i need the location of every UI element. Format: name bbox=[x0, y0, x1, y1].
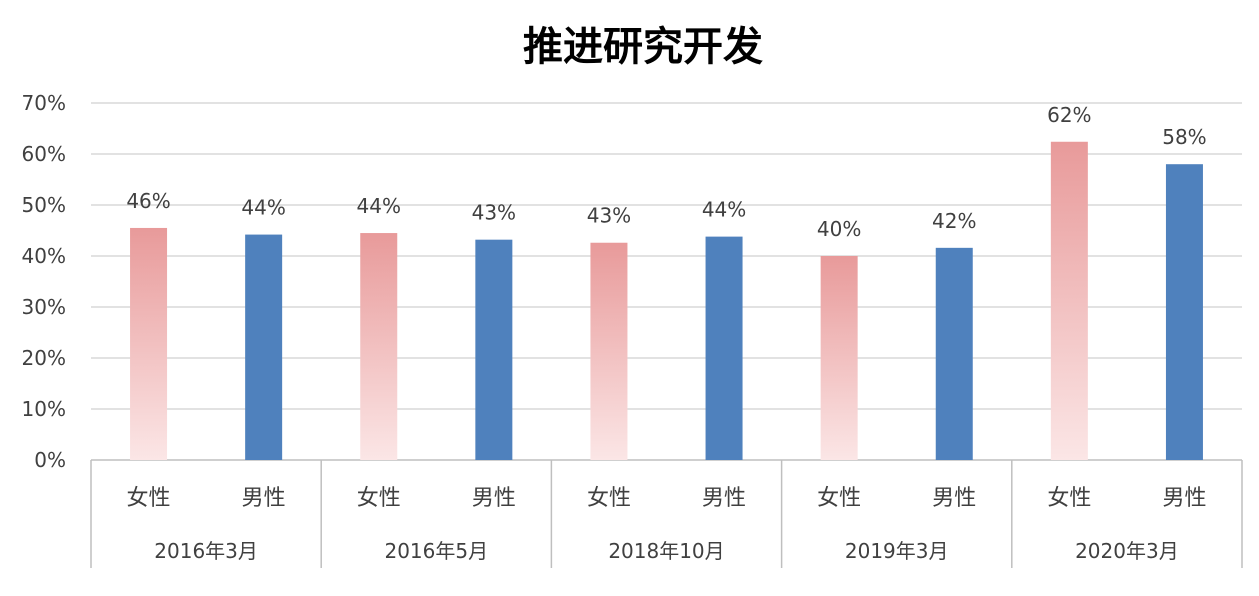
data-label: 40% bbox=[817, 217, 861, 241]
group-label: 2019年3月 bbox=[845, 539, 949, 563]
y-tick-label: 20% bbox=[22, 346, 66, 370]
data-label: 44% bbox=[241, 196, 285, 220]
data-label: 46% bbox=[126, 189, 170, 213]
category-label: 男性 bbox=[472, 486, 516, 511]
y-tick-label: 10% bbox=[22, 397, 66, 421]
data-label: 42% bbox=[932, 209, 976, 233]
data-label: 44% bbox=[702, 198, 746, 222]
bar-female bbox=[1050, 141, 1088, 460]
y-tick-label: 60% bbox=[22, 142, 66, 166]
data-label: 44% bbox=[357, 194, 401, 218]
group-label: 2018年10月 bbox=[608, 539, 724, 563]
category-label: 女性 bbox=[1047, 486, 1091, 511]
bar-male bbox=[475, 239, 513, 460]
y-tick-label: 30% bbox=[22, 295, 66, 319]
category-label: 男性 bbox=[932, 486, 976, 511]
chart-title: 推进研究开发 bbox=[523, 24, 763, 70]
bar-female bbox=[130, 227, 168, 460]
category-label: 男性 bbox=[702, 486, 746, 511]
bar-male bbox=[245, 234, 283, 460]
category-label: 女性 bbox=[357, 486, 401, 511]
data-label: 43% bbox=[587, 204, 631, 228]
y-tick-label: 0% bbox=[34, 448, 66, 472]
data-label: 43% bbox=[472, 201, 516, 225]
data-label: 58% bbox=[1162, 125, 1206, 149]
bar-female bbox=[590, 242, 628, 460]
category-label: 女性 bbox=[587, 486, 631, 511]
y-tick-label: 70% bbox=[22, 91, 66, 115]
group-label: 2016年3月 bbox=[154, 539, 258, 563]
bar-male bbox=[1165, 164, 1203, 460]
category-label: 女性 bbox=[127, 486, 171, 511]
bar-male bbox=[705, 236, 743, 460]
data-label: 62% bbox=[1047, 103, 1091, 127]
bar-male bbox=[935, 247, 973, 460]
category-label: 男性 bbox=[242, 486, 286, 511]
bar-female bbox=[820, 256, 858, 460]
y-tick-label: 40% bbox=[22, 244, 66, 268]
group-label: 2020年3月 bbox=[1075, 539, 1179, 563]
bar-female bbox=[360, 233, 398, 460]
category-label: 男性 bbox=[1162, 486, 1206, 511]
category-label: 女性 bbox=[817, 486, 861, 511]
y-tick-label: 50% bbox=[22, 193, 66, 217]
group-label: 2016年5月 bbox=[384, 539, 488, 563]
